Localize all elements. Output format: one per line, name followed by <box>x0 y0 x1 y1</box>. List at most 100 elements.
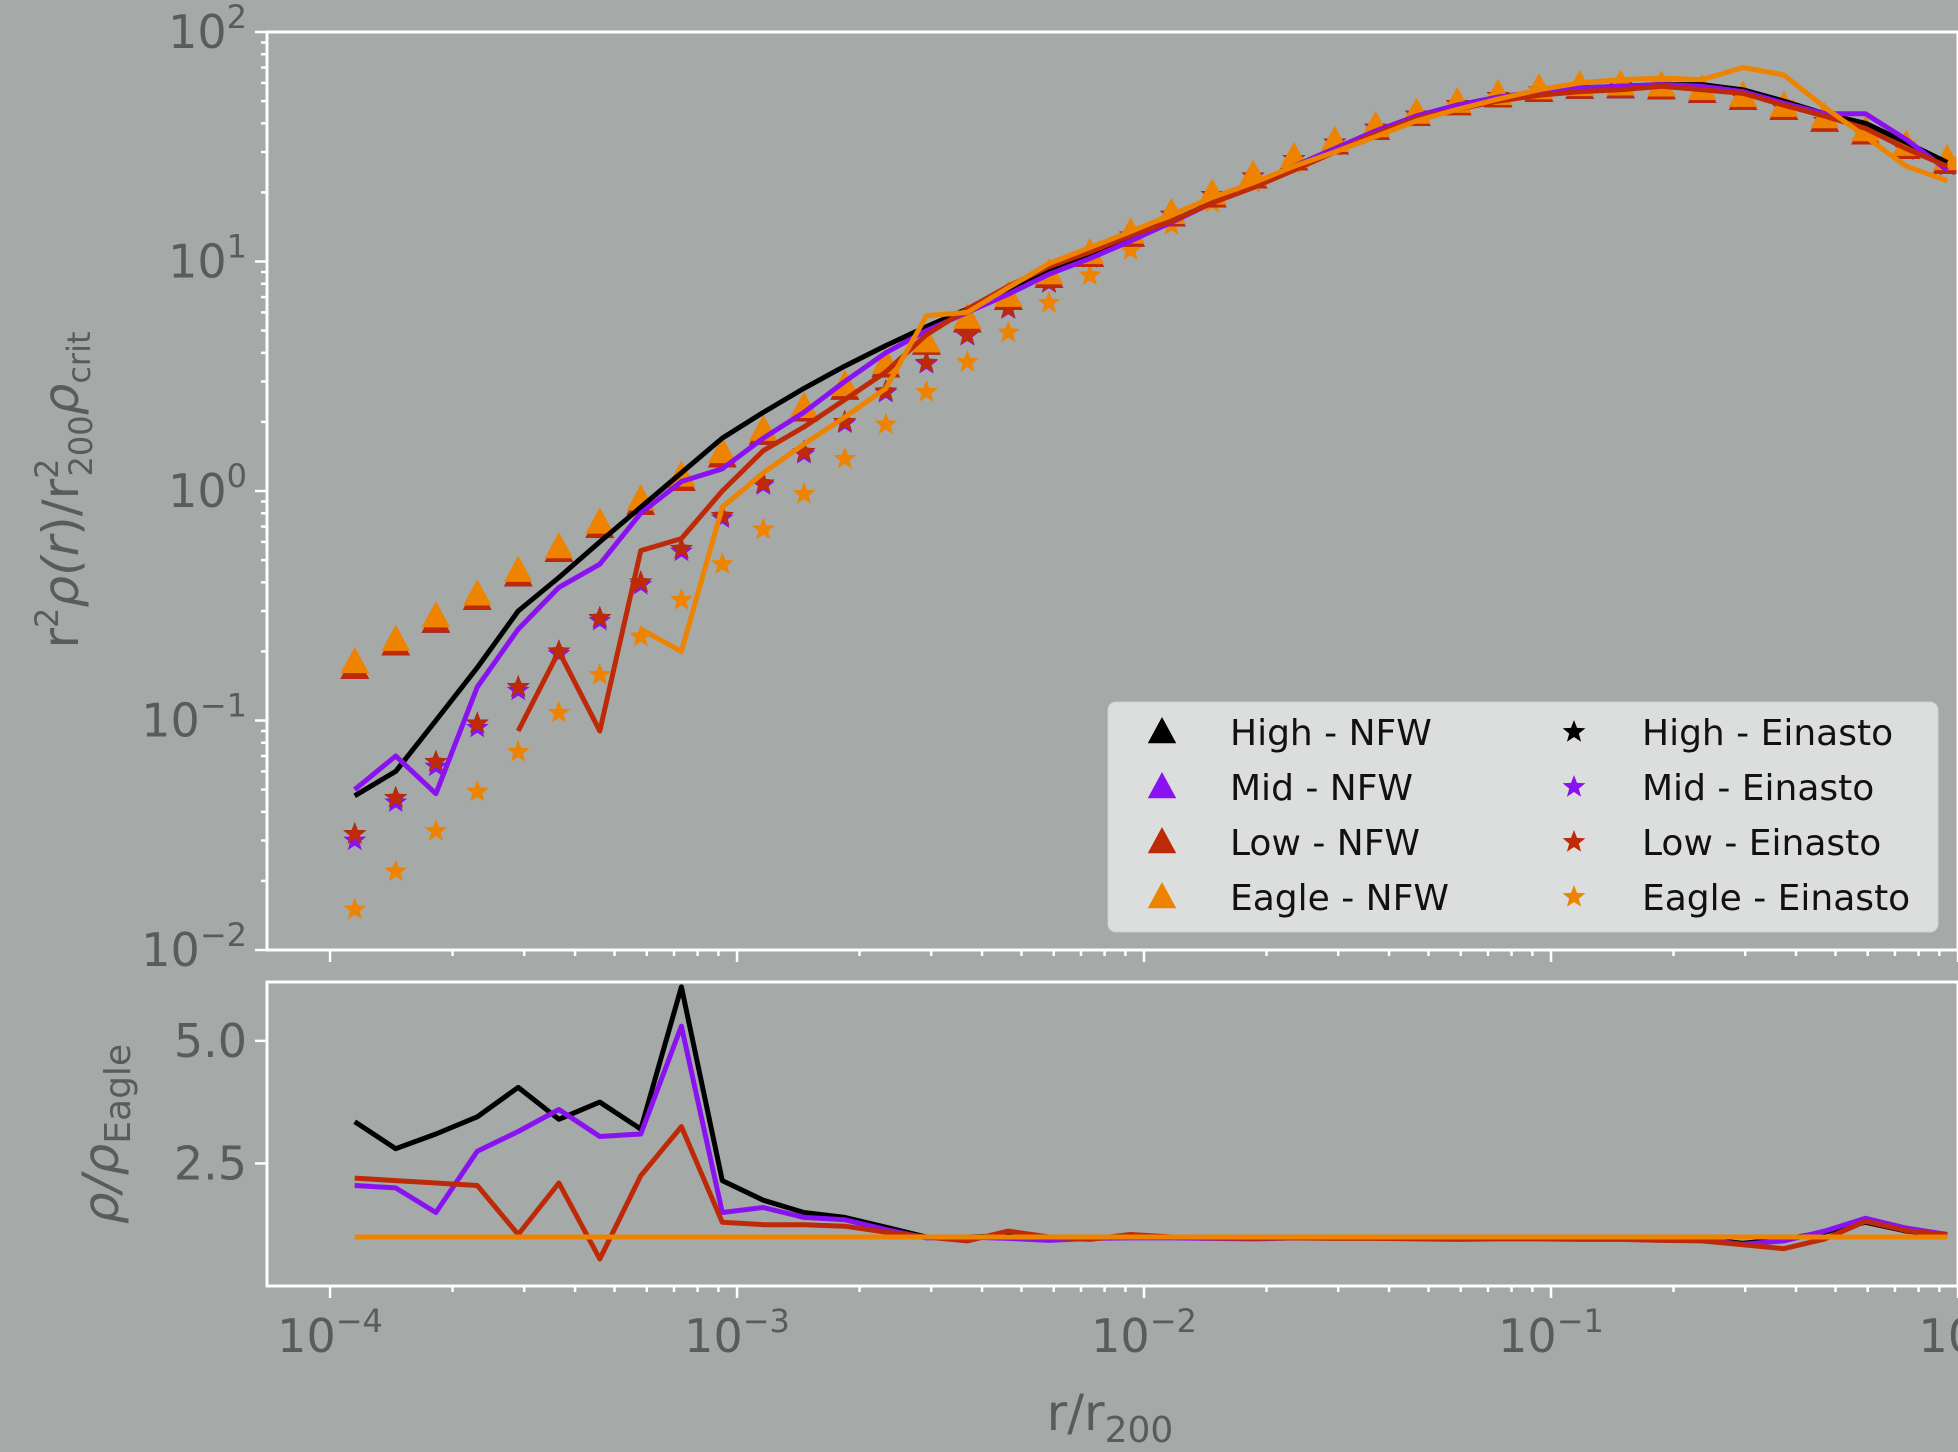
star-point <box>1037 290 1061 313</box>
star-point <box>424 749 448 772</box>
x-tick-label: 10−1 <box>1498 1302 1604 1363</box>
star-point <box>751 517 775 540</box>
y-tick-label: 10−1 <box>141 687 247 748</box>
legend-label: High - NFW <box>1230 713 1432 754</box>
top-axis-ticks: 10−2 10−1 100 101 102 <box>141 0 1958 977</box>
legend-triangle-marker <box>1147 717 1177 744</box>
triangle-point <box>789 391 819 418</box>
triangle-point <box>463 579 492 606</box>
star-point <box>670 536 693 559</box>
x-tick-label: 100 <box>1919 1302 1958 1363</box>
star-point <box>547 700 571 723</box>
star-point <box>792 439 816 462</box>
legend-label: Low - NFW <box>1230 823 1420 864</box>
triangle-point <box>953 302 982 329</box>
bottom-plot-frame <box>265 980 1958 1288</box>
x-axis-label: r/r200 <box>1047 1384 1174 1447</box>
star-point <box>833 409 857 432</box>
legend-star-marker <box>1562 830 1586 852</box>
star-point <box>465 779 489 802</box>
star-point <box>833 446 857 469</box>
star-point <box>384 785 408 808</box>
ratio-y-tick-label: 2.5 <box>174 1136 247 1190</box>
legend-label: Eagle - Einasto <box>1642 878 1910 919</box>
legend-star-marker <box>1562 775 1586 797</box>
star-point <box>343 822 367 844</box>
legend-label: Eagle - NFW <box>1230 878 1449 919</box>
triangle-point <box>912 326 941 353</box>
triangle-point <box>421 601 451 628</box>
bottom-panel: 2.5 5.0 10−4 10−3 10−2 10−1 100 ρ/ρEagle r/r20… <box>72 980 1958 1451</box>
series-low-nfw <box>340 71 1958 679</box>
ratio-line-mid <box>354 1023 1948 1247</box>
triangle-point <box>544 532 574 559</box>
star-point <box>588 662 612 685</box>
star-point <box>874 412 898 435</box>
star-point <box>915 380 938 402</box>
y-tick-label: 102 <box>168 0 247 59</box>
legend-entry: Mid - NFW <box>1147 768 1413 809</box>
y-tick-label: 101 <box>168 228 247 289</box>
x-tick-label: 10−3 <box>684 1302 790 1363</box>
top-series-group <box>340 65 1958 920</box>
star-point <box>1078 263 1102 286</box>
star-point <box>506 675 530 697</box>
legend-items: High - NFW Mid - NFW Low - NFW Eagle - NFW H… <box>1147 713 1910 919</box>
star-point <box>670 588 693 610</box>
x-tick-label: 10−4 <box>277 1302 383 1363</box>
star-point <box>465 711 489 734</box>
ratio-y-tick-label: 5.0 <box>174 1014 247 1068</box>
legend-entry: Eagle - Einasto <box>1562 878 1910 919</box>
line-low <box>515 83 1949 734</box>
line-eagle <box>639 65 1949 654</box>
line-mid <box>353 82 1949 797</box>
series-mid-nfw <box>340 71 1958 679</box>
ratio-line-high <box>353 984 1948 1246</box>
triangle-point <box>503 555 533 582</box>
bottom-y-axis-label: ρ/ρEagle <box>72 1044 139 1224</box>
star-point <box>915 350 938 373</box>
series-high-nfw <box>340 71 1958 679</box>
triangle-point <box>585 507 615 534</box>
star-point <box>588 605 612 628</box>
legend-triangle-marker <box>1147 882 1177 909</box>
legend-label: Mid - Einasto <box>1642 768 1874 809</box>
star-point <box>629 570 653 592</box>
star-point <box>1119 238 1142 260</box>
star-point <box>710 552 734 574</box>
star-point <box>343 828 367 851</box>
legend-star-marker <box>1562 885 1586 907</box>
star-point <box>955 350 979 372</box>
top-y-axis-label: r2ρ(r)/r2200ρcrit <box>28 331 100 648</box>
triangle-point <box>340 646 369 674</box>
x-tick-label: 10−2 <box>1091 1302 1197 1363</box>
star-point <box>384 859 408 882</box>
triangle-point <box>381 624 410 651</box>
star-point <box>343 897 367 920</box>
legend-label: Low - Einasto <box>1642 823 1881 864</box>
star-point <box>955 323 979 345</box>
star-point <box>996 320 1020 343</box>
legend-label: High - Einasto <box>1642 713 1893 754</box>
star-point <box>629 624 653 647</box>
legend-entry: High - Einasto <box>1562 713 1893 754</box>
y-tick-label: 100 <box>168 457 247 518</box>
legend-entry: Mid - Einasto <box>1562 768 1874 809</box>
legend-box <box>1107 701 1939 933</box>
bottom-axis-ticks: 2.5 5.0 10−4 10−3 10−2 10−1 100 <box>174 1014 1958 1363</box>
legend-entry: Eagle - NFW <box>1147 878 1449 919</box>
legend-entry: Low - NFW <box>1147 823 1420 864</box>
legend: High - NFW Mid - NFW Low - NFW Eagle - NFW H… <box>1107 701 1939 933</box>
legend-triangle-marker <box>1147 772 1177 799</box>
star-point <box>424 819 448 841</box>
star-point <box>751 471 775 493</box>
legend-label: Mid - NFW <box>1230 768 1413 809</box>
top-panel: 10−2 10−1 100 101 102 r2ρ(r)/r2200ρcrit High… <box>28 0 1958 977</box>
series-eagle-nfw <box>340 69 1958 674</box>
legend-entry: High - NFW <box>1147 713 1432 754</box>
bottom-series-group <box>353 984 1948 1262</box>
triangle-point <box>708 436 737 464</box>
legend-star-marker <box>1562 720 1586 742</box>
